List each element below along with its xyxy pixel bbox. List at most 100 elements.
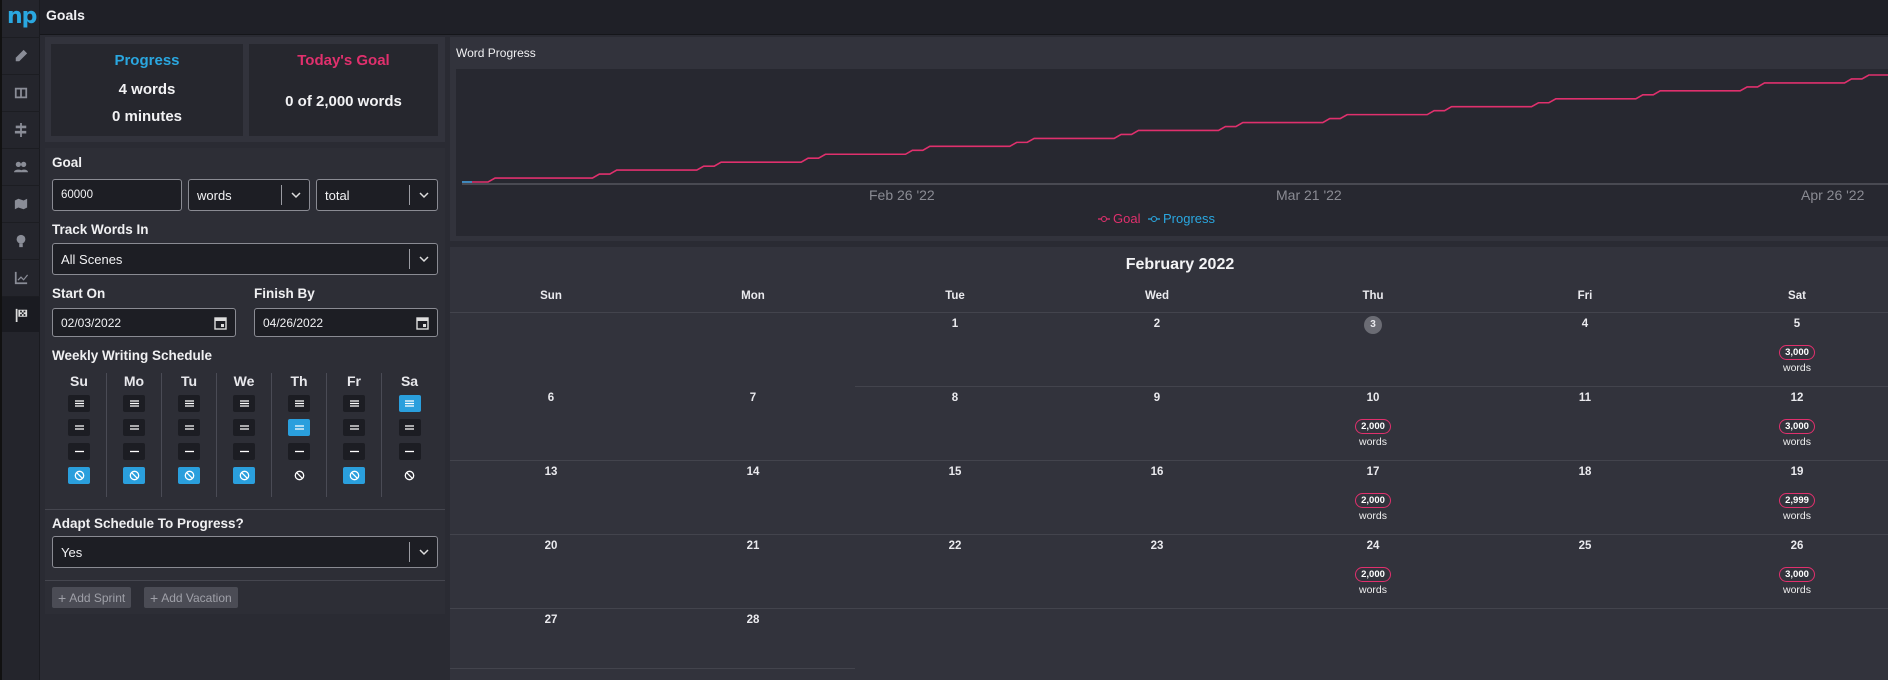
app-logo[interactable]: np [7, 4, 37, 29]
calendar-row-divider [450, 534, 1888, 535]
calendar-day-2[interactable]: 2 [1153, 318, 1161, 330]
plus-icon: + [150, 589, 159, 606]
calendar-day-26[interactable]: 26 [1790, 540, 1804, 552]
calendar-day-18[interactable]: 18 [1578, 466, 1592, 478]
calendar-day-25[interactable]: 25 [1578, 540, 1592, 552]
start-date-input[interactable]: 02/03/2022 [52, 308, 236, 337]
calendar-day-17[interactable]: 17 [1366, 466, 1380, 478]
light-line-button[interactable] [398, 443, 421, 460]
daily-goal-badge: 2,999 words [1767, 490, 1827, 522]
no-writing-button[interactable] [288, 467, 310, 484]
light-line-button[interactable] [123, 443, 145, 460]
adapt-schedule-select[interactable]: Yes [52, 536, 438, 568]
legend-item-goal[interactable]: Goal [1098, 211, 1141, 226]
goal-unit-select[interactable]: words [188, 179, 310, 211]
no-writing-button[interactable] [343, 467, 365, 484]
calendar-day-1[interactable]: 1 [951, 318, 959, 330]
heavy-lines-button[interactable] [123, 395, 145, 412]
no-writing-button[interactable] [68, 467, 90, 484]
divider [45, 509, 445, 510]
outline-nav-button[interactable] [2, 111, 40, 147]
calendar-day-11[interactable]: 11 [1578, 392, 1592, 404]
schedule-day-su: Su [52, 373, 107, 497]
light-line-button[interactable] [288, 443, 310, 460]
medium-lines-button[interactable] [398, 419, 421, 436]
calendar-day-15[interactable]: 15 [948, 466, 962, 478]
calendar-day-10[interactable]: 10 [1366, 392, 1380, 404]
calendar-day-21[interactable]: 21 [746, 540, 760, 552]
heavy-lines-button[interactable] [343, 395, 365, 412]
heavy-lines-button[interactable] [233, 395, 255, 412]
calendar-day-20[interactable]: 20 [544, 540, 558, 552]
medium-lines-button[interactable] [233, 419, 255, 436]
book-nav-button[interactable] [2, 74, 40, 110]
weekday-header: Fri [1577, 290, 1593, 302]
calendar-row-divider [450, 312, 1888, 313]
calendar-day-12[interactable]: 12 [1790, 392, 1804, 404]
calendar-day-22[interactable]: 22 [948, 540, 962, 552]
calendar-day-27[interactable]: 27 [544, 614, 558, 626]
schedule-day-label: Fr [347, 373, 361, 389]
add-vacation-button[interactable]: + Add Vacation [144, 587, 238, 608]
calendar-day-14[interactable]: 14 [746, 466, 760, 478]
no-writing-button[interactable] [399, 467, 421, 484]
calendar-day-5[interactable]: 5 [1793, 318, 1801, 330]
calendar-icon[interactable] [416, 316, 429, 330]
calendar-day-19[interactable]: 19 [1790, 466, 1804, 478]
heavy-lines-button[interactable] [178, 395, 200, 412]
light-line-button[interactable] [233, 443, 255, 460]
no-writing-button[interactable] [123, 467, 145, 484]
goals-nav-button[interactable] [2, 296, 40, 332]
daily-goal-badge: 2,000 words [1343, 490, 1403, 522]
medium-lines-button[interactable] [343, 419, 365, 436]
light-line-icon [74, 450, 84, 453]
calendar-day-4[interactable]: 4 [1581, 318, 1589, 330]
finish-date-value: 04/26/2022 [263, 315, 324, 330]
ideas-nav-button[interactable] [2, 222, 40, 258]
heavy-lines-button[interactable] [398, 395, 421, 412]
goal-scope-select[interactable]: total [316, 179, 438, 211]
light-line-button[interactable] [68, 443, 90, 460]
heavy-lines-icon [239, 400, 249, 407]
medium-lines-button[interactable] [68, 419, 90, 436]
heavy-lines-button[interactable] [68, 395, 90, 412]
goal-series-line [462, 74, 1888, 183]
schedule-day-label: Mo [123, 373, 145, 389]
calendar-icon[interactable] [214, 316, 227, 330]
add-sprint-button[interactable]: + Add Sprint [52, 587, 132, 608]
calendar-day-9[interactable]: 9 [1153, 392, 1161, 404]
legend-item-progress[interactable]: Progress [1148, 211, 1216, 226]
calendar-day-16[interactable]: 16 [1150, 466, 1164, 478]
no-writing-button[interactable] [233, 467, 255, 484]
finish-date-input[interactable]: 04/26/2022 [254, 308, 438, 337]
schedule-day-label: Tu [180, 373, 198, 389]
calendar-day-7[interactable]: 7 [749, 392, 757, 404]
write-nav-button[interactable] [2, 37, 40, 73]
medium-lines-button[interactable] [288, 419, 310, 436]
todays-goal-value: 0 of 2,000 words [285, 93, 402, 110]
heavy-lines-icon [184, 400, 194, 407]
heavy-lines-icon [129, 400, 139, 407]
no-writing-icon [129, 470, 139, 481]
goal-amount-input[interactable]: 60000 [52, 179, 182, 211]
no-writing-button[interactable] [178, 467, 200, 484]
people-icon [14, 161, 28, 172]
calendar-day-24[interactable]: 24 [1366, 540, 1380, 552]
light-line-button[interactable] [178, 443, 200, 460]
characters-nav-button[interactable] [2, 148, 40, 184]
calendar-day-13[interactable]: 13 [544, 466, 558, 478]
calendar-day-3[interactable]: 3 [1343, 316, 1403, 334]
locations-nav-button[interactable] [2, 185, 40, 221]
track-words-select[interactable]: All Scenes [52, 243, 438, 275]
medium-lines-button[interactable] [123, 419, 145, 436]
heavy-lines-button[interactable] [288, 395, 310, 412]
plus-icon: + [58, 589, 67, 606]
stats-nav-button[interactable] [2, 259, 40, 295]
medium-lines-button[interactable] [178, 419, 200, 436]
light-line-button[interactable] [343, 443, 365, 460]
calendar-day-23[interactable]: 23 [1150, 540, 1164, 552]
calendar-day-8[interactable]: 8 [951, 392, 959, 404]
chevron-down-icon [409, 542, 437, 562]
calendar-day-6[interactable]: 6 [547, 392, 555, 404]
calendar-day-28[interactable]: 28 [746, 614, 760, 626]
